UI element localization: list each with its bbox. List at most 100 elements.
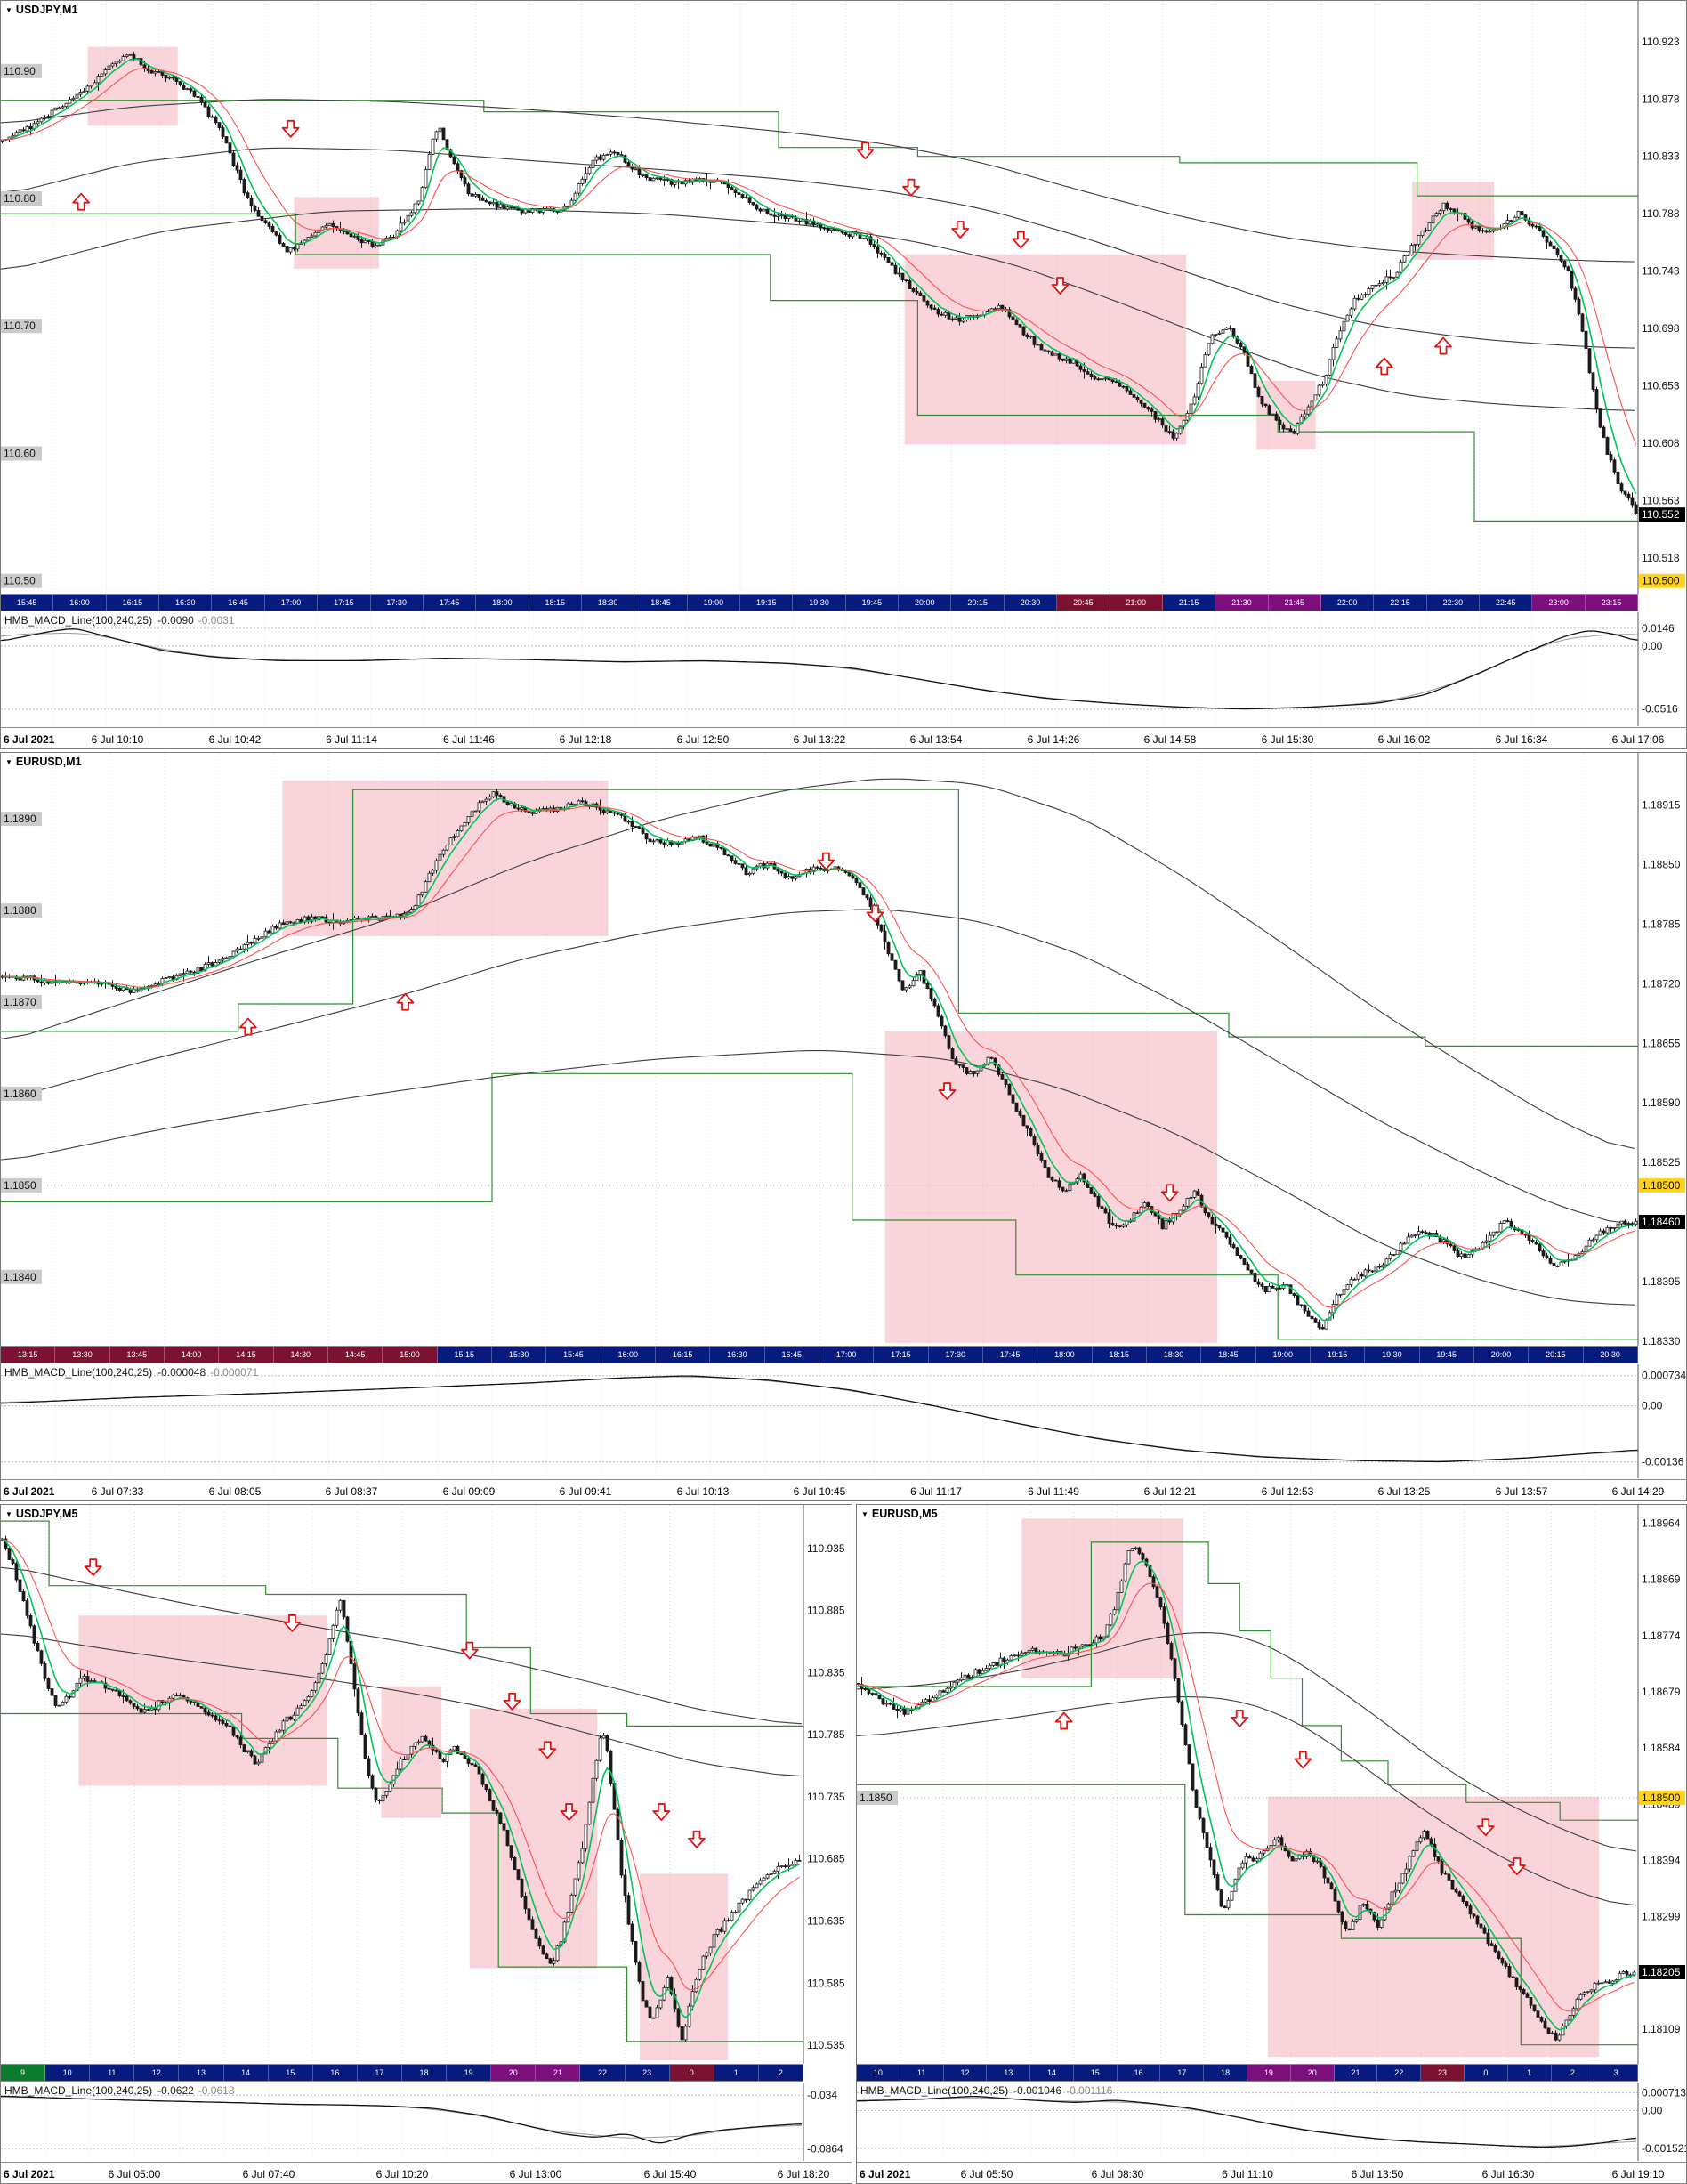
svg-text:110.835: 110.835 — [807, 1666, 845, 1678]
time-label: 6 Jul 2021 — [4, 2168, 55, 2180]
session-cell: 19:45 — [1419, 1347, 1474, 1363]
session-cell-label: 16:00 — [617, 1350, 639, 1359]
chart-title-usdjpy-m1[interactable]: ▼ USDJPY,M1 — [5, 4, 77, 16]
session-cell: 21:00 — [1110, 595, 1163, 611]
session-cell-label: 22:00 — [1336, 598, 1358, 607]
time-label: 6 Jul 2021 — [4, 733, 55, 746]
time-label: 6 Jul 2021 — [860, 2168, 911, 2180]
macd-gridlines — [52, 612, 1586, 726]
session-cell: 22:45 — [1480, 595, 1533, 611]
indicator-label: HMB_MACD_Line(100,240,25) -0.0622 -0.0618 — [4, 2084, 235, 2097]
chart-title-eurusd-m5[interactable]: ▼ EURUSD,M5 — [861, 1508, 938, 1520]
session-cell: 16:45 — [764, 1347, 819, 1363]
session-cell: 21 — [1334, 2065, 1378, 2081]
session-cell-label: 23 — [642, 2068, 652, 2077]
indicator-value-2: -0.0618 — [198, 2084, 235, 2097]
session-cell-label: 15:45 — [16, 598, 37, 607]
session-cell-label: 23 — [1438, 2068, 1448, 2077]
channel-lines — [857, 1541, 1638, 2046]
price-scale[interactable]: 110.923 110.878 110.833 110.788 110.743 110.6… — [1637, 1, 1686, 594]
svg-text:1.18774: 1.18774 — [1642, 1630, 1681, 1642]
session-cell-label: 1 — [1527, 2068, 1532, 2077]
price-scale[interactable]: 1.189641.188691.187741.186791.185841.184… — [1637, 1505, 1686, 2064]
svg-text:110.585: 110.585 — [807, 1977, 845, 1989]
session-cell-label: 16:00 — [69, 598, 90, 607]
session-cell-label: 21:00 — [1126, 598, 1146, 607]
session-cell-label: 22 — [1394, 2068, 1404, 2077]
svg-text:110.535: 110.535 — [807, 2039, 845, 2051]
time-label: 6 Jul 17:06 — [1611, 733, 1665, 746]
chart-panel-eurusd-m5: 1.1850 1.18964 1.18869 1.18774 1.18679 1.1858… — [856, 1504, 1687, 2184]
session-cell-label: 14 — [1047, 2068, 1057, 2077]
svg-text:1.18500: 1.18500 — [1642, 1792, 1681, 1804]
session-cell: 14 — [1030, 2065, 1074, 2081]
signal-arrows — [84, 1558, 706, 1848]
macd-main-line — [1, 628, 1639, 710]
svg-text:110.60: 110.60 — [4, 448, 36, 460]
time-label: 6 Jul 12:53 — [1261, 1485, 1314, 1498]
price-chart-usdjpy-m5[interactable]: 110.935 110.885 110.835 110.785 110.735 110.6… — [1, 1505, 852, 2064]
macd-subwindow: HMB_MACD_Line(100,240,25) -0.0090 -0.0031 … — [1, 612, 1686, 726]
price-scale[interactable]: 110.935 110.885 110.835 110.785 110.735 110.6… — [803, 1505, 852, 2064]
session-cell: 2 — [1551, 2065, 1595, 2081]
svg-text:1.18869: 1.18869 — [1642, 1573, 1681, 1586]
session-cell-label: 14:30 — [290, 1350, 311, 1359]
session-cell: 19:30 — [793, 595, 846, 611]
session-cell: 20:30 — [1004, 595, 1058, 611]
price-chart-eurusd-m1[interactable]: 1.18901.18801.18701.18601.18501.18401.18… — [1, 753, 1686, 1346]
session-cell: 21:15 — [1162, 595, 1216, 611]
session-cell-label: 16:15 — [122, 598, 143, 607]
yellow-price-marker — [1639, 573, 1685, 588]
session-cell: 2 — [758, 2065, 803, 2081]
session-cell: 12 — [134, 2065, 180, 2081]
session-cell: 14:45 — [327, 1347, 383, 1363]
time-label: 6 Jul 11:46 — [443, 733, 495, 746]
session-cell-label: 0 — [1483, 2068, 1489, 2077]
time-label: 6 Jul 10:13 — [676, 1485, 730, 1498]
time-label: 6 Jul 13:54 — [909, 733, 963, 746]
time-label: 6 Jul 07:40 — [242, 2168, 295, 2180]
session-cell: 19 — [1247, 2065, 1291, 2081]
macd-plot[interactable]: 0.000734 0.00 -0.00136 — [1, 1364, 1686, 1478]
time-label: 6 Jul 13:57 — [1495, 1485, 1548, 1498]
session-cell: 15:45 — [546, 1347, 601, 1363]
session-cell: 16:30 — [159, 595, 213, 611]
price-chart-usdjpy-m1[interactable]: 110.90110.80110.70110.60110.50110.923110… — [1, 1, 1686, 594]
session-cell-label: 14:15 — [236, 1350, 256, 1359]
session-cell: 22:00 — [1320, 595, 1375, 611]
price-chart-eurusd-m5[interactable]: 1.1850 1.18964 1.18869 1.18774 1.18679 1.1858… — [857, 1505, 1686, 2064]
session-cell-label: 16:15 — [672, 1350, 693, 1359]
svg-text:1.18964: 1.18964 — [1642, 1517, 1681, 1530]
session-cell: 17:30 — [370, 595, 424, 611]
session-cell: 12 — [943, 2065, 988, 2081]
chart-title-eurusd-m1[interactable]: ▼ EURUSD,M1 — [5, 756, 82, 768]
svg-text:110.743: 110.743 — [1642, 265, 1680, 278]
session-cell-label: 13 — [196, 2068, 206, 2077]
macd-plot[interactable]: -0.034 -0.0864 — [1, 2083, 852, 2161]
session-cell: 9 — [1, 2065, 46, 2081]
session-cell-label: 3 — [1613, 2068, 1618, 2077]
svg-text:1.18915: 1.18915 — [1642, 799, 1681, 812]
chart-title-usdjpy-m5[interactable]: ▼ USDJPY,M5 — [5, 1508, 77, 1520]
price-scale[interactable]: 1.18915 1.18850 1.18785 1.18720 1.18655 1.185… — [1637, 753, 1686, 1346]
time-label: 6 Jul 11:14 — [326, 733, 377, 746]
session-cell-label: 16 — [1134, 2068, 1143, 2077]
svg-text:110.685: 110.685 — [807, 1853, 845, 1865]
session-cell-label: 15:30 — [508, 1350, 529, 1359]
svg-text:1.18679: 1.18679 — [1642, 1686, 1681, 1698]
session-strip: 10 11 12 13 14 15 16 17 18 19 20 21 22 23 0 1 2 3 — [857, 2064, 1639, 2082]
macd-plot[interactable]: 0.000713 0.00 -0.001521 — [857, 2083, 1686, 2161]
session-cell-label: 17:45 — [999, 1350, 1021, 1359]
session-cell: 18:00 — [1037, 1347, 1093, 1363]
session-cell-label: 20:15 — [967, 598, 988, 607]
session-cell: 19:15 — [1310, 1347, 1366, 1363]
session-cell: 0 — [1464, 2065, 1508, 2081]
macd-plot[interactable]: 0.0146 0.00 -0.0516 — [1, 612, 1686, 726]
svg-text:0.000713: 0.000713 — [1642, 2087, 1686, 2099]
svg-text:1.1850: 1.1850 — [860, 1792, 892, 1804]
session-cell: 10 — [45, 2065, 91, 2081]
session-cell: 22:15 — [1374, 595, 1427, 611]
session-cell: 22:30 — [1426, 595, 1481, 611]
svg-text:1.18394: 1.18394 — [1642, 1854, 1681, 1866]
